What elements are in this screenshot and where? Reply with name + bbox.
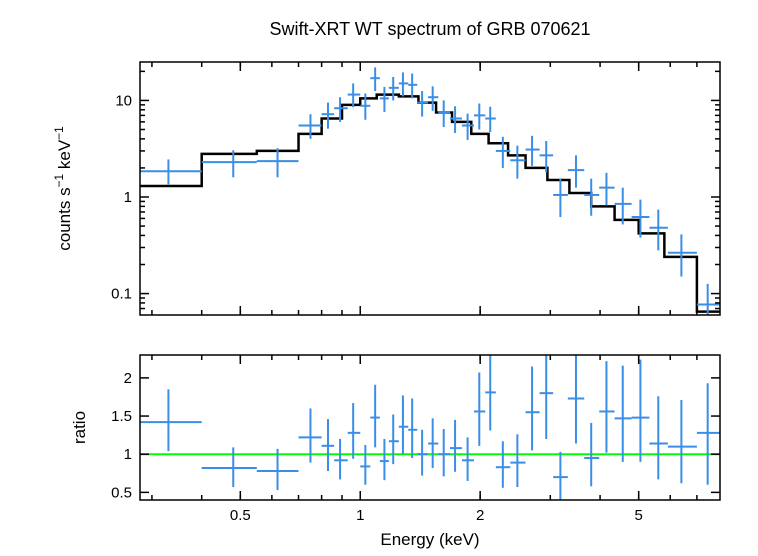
- chart-title: Swift-XRT WT spectrum of GRB 070621: [269, 19, 590, 39]
- x-tick-label: 2: [476, 507, 484, 524]
- y-bottom-tick-label: 2: [124, 370, 132, 387]
- y-top-tick-label: 0.1: [111, 286, 132, 303]
- y-bottom-tick-label: 1.5: [111, 408, 132, 425]
- x-tick-label: 5: [635, 507, 643, 524]
- y-bottom-tick-label: 0.5: [111, 484, 132, 501]
- x-tick-label: 1: [356, 507, 364, 524]
- y-top-axis-label: counts s−1 keV−1: [52, 126, 74, 251]
- x-tick-label: 0.5: [230, 507, 251, 524]
- chart-container: 0.5 1 2 5 0.1 1 10 0.5 1 1.5 2 Swift-XRT WT spectru…: [0, 0, 758, 556]
- y-bottom-axis-label: ratio: [70, 411, 89, 444]
- y-bottom-tick-label: 1: [124, 446, 132, 463]
- y-top-tick-label: 10: [115, 92, 132, 109]
- spectrum-chart: 0.5 1 2 5 0.1 1 10 0.5 1 1.5 2 Swift-XRT WT spectru…: [0, 0, 758, 556]
- y-top-tick-label: 1: [124, 189, 132, 206]
- x-axis-label: Energy (keV): [380, 530, 479, 549]
